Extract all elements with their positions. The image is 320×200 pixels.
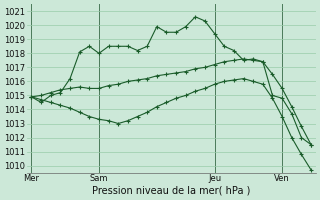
X-axis label: Pression niveau de la mer( hPa ): Pression niveau de la mer( hPa ) — [92, 186, 251, 196]
